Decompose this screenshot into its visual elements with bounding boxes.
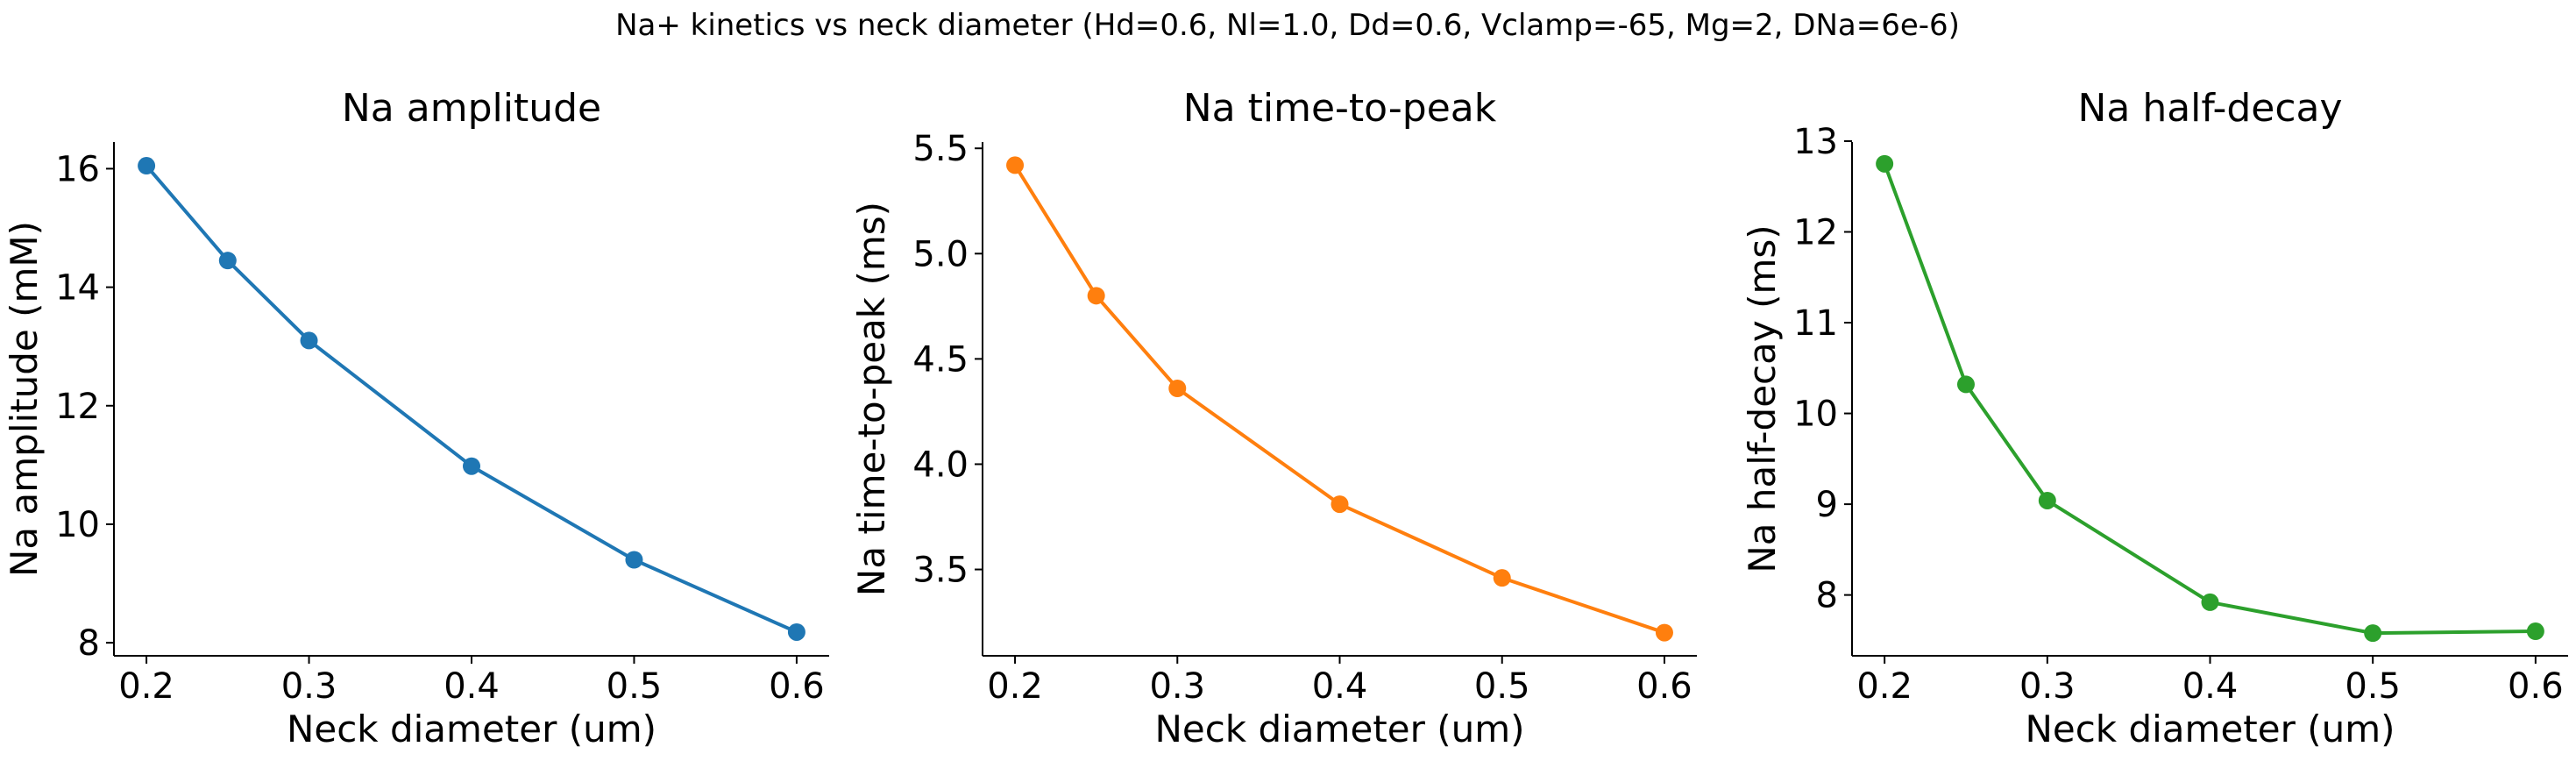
x-axis-label: Neck diameter (um)	[287, 708, 656, 750]
data-point	[2201, 593, 2219, 611]
panel-3: Na half-decay 0.2 0.3 0.4 0.5 0.6 8 9 10 11 12 13 Ne…	[1741, 86, 2568, 750]
x-tick-label: 0.5	[2345, 666, 2401, 707]
y-tick-label: 12	[1793, 212, 1838, 252]
data-point	[138, 157, 156, 175]
x-axis-label: Neck diameter (um)	[1154, 708, 1524, 750]
data-point	[2364, 624, 2382, 643]
y-tick-label: 8	[1816, 576, 1838, 616]
panel-1: Na amplitude 0.2 0.3 0.4 0.5 0.6 8 10 12 14 16 Neck…	[3, 86, 829, 750]
y-tick-label: 4.5	[912, 339, 969, 380]
data-point	[1956, 375, 1975, 394]
y-tick-label: 5.0	[912, 234, 969, 274]
x-tick-label: 0.3	[281, 666, 337, 707]
y-tick-label: 10	[1793, 395, 1838, 435]
data-point	[463, 457, 480, 475]
data-point	[1168, 379, 1187, 397]
y-tick-label: 3.5	[912, 551, 969, 591]
series-line	[1883, 163, 2536, 636]
data-point	[2038, 491, 2056, 509]
y-tick-label: 12	[55, 387, 100, 427]
x-tick-label: 0.2	[1856, 666, 1912, 707]
x-tick-label: 0.2	[118, 666, 174, 707]
x-tick-label: 0.6	[1636, 666, 1692, 707]
y-tick-label: 9	[1816, 485, 1838, 525]
panel-2: Na time-to-peak 0.2 0.3 0.4 0.5 0.6 3.5 4.0 4.5 5…	[850, 86, 1697, 750]
x-tick-label: 0.6	[769, 666, 825, 707]
panel-title: Na half-decay	[2077, 86, 2342, 131]
data-point	[1331, 495, 1349, 514]
x-tick-label: 0.4	[2182, 666, 2239, 707]
y-axis-label: Na amplitude (mM)	[3, 221, 46, 577]
x-tick-label: 0.2	[987, 666, 1043, 707]
panel-title: Na amplitude	[342, 86, 601, 131]
data-point	[1655, 623, 1673, 642]
y-tick-label: 14	[55, 268, 100, 309]
figure-title: Na+ kinetics vs neck diameter (Hd=0.6, N…	[615, 8, 1960, 43]
panels: Na amplitude 0.2 0.3 0.4 0.5 0.6 8 10 12 14 16 Neck…	[3, 86, 2568, 750]
x-tick-label: 0.5	[607, 666, 663, 707]
data-point	[625, 551, 643, 569]
y-tick-label: 16	[55, 149, 100, 189]
data-point	[218, 252, 237, 270]
data-point	[1493, 569, 1511, 587]
y-tick-label: 4.0	[912, 445, 969, 485]
y-tick-label: 5.5	[912, 129, 969, 169]
data-point	[1087, 287, 1105, 305]
y-tick-label: 13	[1793, 122, 1838, 162]
x-tick-label: 0.3	[2019, 666, 2076, 707]
x-tick-label: 0.6	[2508, 666, 2564, 707]
data-point	[787, 622, 805, 641]
data-point	[1006, 156, 1025, 174]
series-line	[1013, 164, 1665, 635]
x-tick-label: 0.4	[444, 666, 500, 707]
x-axis-label: Neck diameter (um)	[2025, 708, 2395, 750]
panel-title: Na time-to-peak	[1183, 86, 1497, 131]
x-tick-label: 0.5	[1474, 666, 1530, 707]
y-tick-label: 8	[78, 623, 100, 664]
y-tick-label: 11	[1793, 303, 1838, 344]
x-tick-label: 0.3	[1149, 666, 1205, 707]
data-point	[1876, 154, 1894, 173]
y-axis-label: Na time-to-peak (ms)	[850, 202, 893, 596]
y-tick-label: 10	[55, 505, 100, 545]
x-tick-label: 0.4	[1312, 666, 1368, 707]
data-point	[2526, 622, 2544, 641]
data-point	[300, 331, 318, 350]
series-line	[145, 164, 798, 634]
y-axis-label: Na half-decay (ms)	[1741, 224, 1784, 573]
